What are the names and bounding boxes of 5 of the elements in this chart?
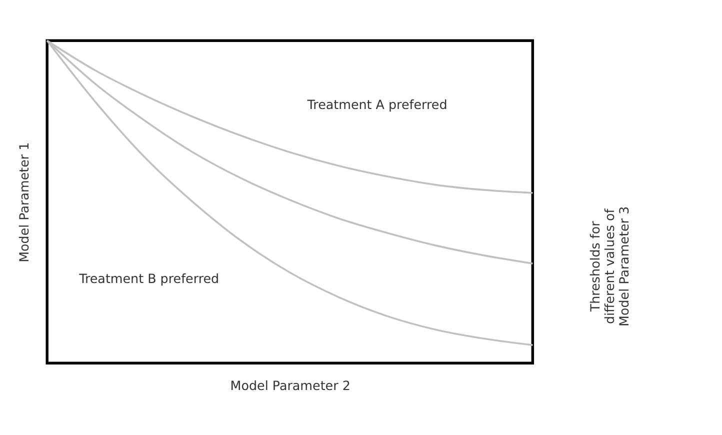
annotation: Treatment A preferred [306, 96, 448, 112]
x-axis-title: Model Parameter 2 [230, 378, 350, 393]
text: Thresholds for different values of Model Parameter 3 [588, 206, 632, 326]
annotation: Treatment B preferred [78, 270, 220, 286]
y-axis-title: Model Parameter 1 [16, 142, 32, 262]
